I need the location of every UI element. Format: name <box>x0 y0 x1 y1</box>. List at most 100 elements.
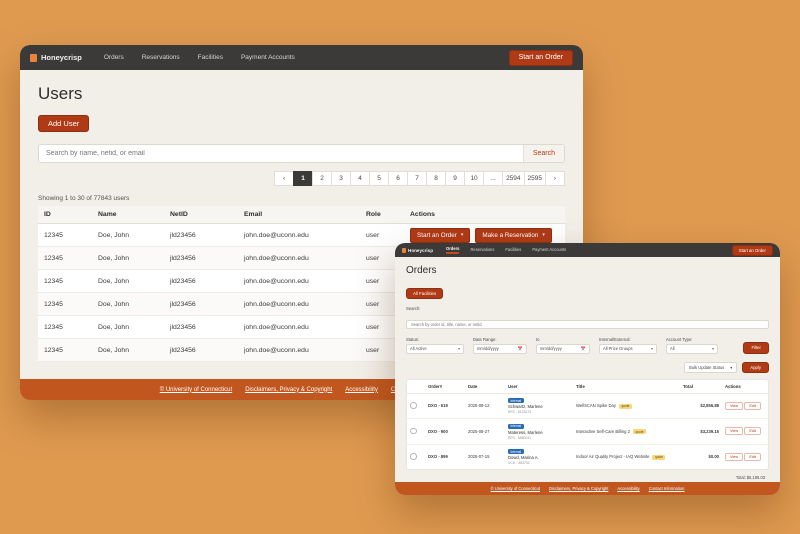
orders-search-input[interactable] <box>406 320 769 329</box>
edit-button[interactable]: Edit <box>744 427 761 436</box>
column-email: Email <box>238 206 360 224</box>
nav-item-payment-accounts[interactable]: Payment Accounts <box>532 247 567 252</box>
pagination-ellipsis: ... <box>483 171 504 186</box>
account-type-select[interactable]: All ▾ <box>666 344 718 354</box>
orders-table-header: Order# Date User Title Total Actions <box>407 379 768 394</box>
honeycrisp-logo-icon <box>402 247 406 253</box>
table-row[interactable]: DXO - 899 2025-07-15 Internal Dowd, Mari… <box>407 444 768 469</box>
nav-item-reservations[interactable]: Reservations <box>141 54 180 61</box>
table-row[interactable]: 12345 Doe, John jld23456 john.doe@uconn.… <box>38 223 565 247</box>
calendar-icon: 📅 <box>580 345 586 351</box>
row-checkbox[interactable] <box>410 427 417 434</box>
row-checkbox[interactable] <box>410 402 417 409</box>
grand-total: Total: $6,196.03 <box>735 475 765 480</box>
pagination-page-5[interactable]: 5 <box>369 171 390 186</box>
pagination-page-2[interactable]: 2 <box>312 171 333 186</box>
cell-id: 12345 <box>38 315 92 339</box>
filter-account-type: Account Type: All ▾ <box>666 337 718 354</box>
cell-role: user <box>360 246 404 270</box>
add-user-button[interactable]: Add User <box>38 115 90 132</box>
bulk-action-row: Bulk Update Status ▾ Apply <box>406 361 769 373</box>
nav-item-facilities[interactable]: Facilities <box>197 54 223 61</box>
footer-link-disclaimers[interactable]: Disclaimers, Privacy & Copyright <box>549 486 609 491</box>
user-search-row: Search <box>38 144 565 163</box>
start-an-order-button[interactable]: Start an Order <box>731 244 773 256</box>
price-group-select[interactable]: All Price Groups ▾ <box>599 344 657 354</box>
user-account: UCH - 883752 <box>508 461 530 465</box>
edit-button[interactable]: Edit <box>744 452 761 461</box>
view-button[interactable]: View <box>725 452 744 461</box>
search-input[interactable] <box>39 145 523 162</box>
orders-page: Orders All Facilities Search: Status: Al… <box>395 257 780 482</box>
table-row[interactable]: DXO - 619 2025-09-12 Internal Schwartz, … <box>407 393 768 419</box>
filter-button[interactable]: Filter <box>743 342 769 354</box>
filter-status-label: Status: <box>406 337 420 342</box>
column-id: ID <box>38 206 92 224</box>
footer-link-accessibility[interactable]: Accessibility <box>345 386 378 393</box>
orders-table-card: Order# Date User Title Total Actions DXO… <box>406 378 769 470</box>
chevron-down-icon: ▾ <box>730 364 733 370</box>
date-from-input[interactable]: mm/dd/yyyy 📅 <box>473 344 527 354</box>
cell-order-no: DXO - 619 <box>425 393 465 419</box>
cell-select[interactable] <box>407 444 425 469</box>
date-from-value: mm/dd/yyyy <box>477 346 499 352</box>
cell-name: Doe, John <box>92 223 164 247</box>
footer-link-disclaimers[interactable]: Disclaimers, Privacy & Copyright <box>245 386 333 393</box>
row-start-order-label: Start an Order <box>417 231 457 239</box>
pagination-page-8[interactable]: 8 <box>426 171 447 186</box>
cell-select[interactable] <box>407 393 425 419</box>
pagination-page-7[interactable]: 7 <box>407 171 428 186</box>
orders-nav-links: Orders Reservations Facilities Payment A… <box>446 246 566 254</box>
pagination-page-9[interactable]: 9 <box>445 171 466 186</box>
status-select[interactable]: All Active ▾ <box>406 344 464 354</box>
search-button[interactable]: Search <box>522 145 564 162</box>
filter-date-range-label: Date Range: <box>473 337 497 342</box>
chevron-down-icon: ▾ <box>457 346 460 352</box>
pagination-page-1[interactable]: 1 <box>293 171 314 186</box>
cell-netid: jld23456 <box>164 292 238 316</box>
column-date: Date <box>465 379 505 394</box>
start-an-order-button[interactable]: Start an Order <box>508 49 573 66</box>
pagination-page-2594[interactable]: 2594 <box>502 171 525 186</box>
date-to-input[interactable]: mm/dd/yyyy 📅 <box>536 344 590 354</box>
pagination-prev[interactable]: ‹ <box>274 171 295 186</box>
cell-select[interactable] <box>407 418 425 445</box>
table-row[interactable]: DXO - 900 2025-08-27 Internal Materess, … <box>407 418 768 445</box>
brand[interactable]: Honeycrisp <box>30 53 82 62</box>
cell-user: Internal Materess, Marlene RFS - 5880031 <box>505 418 573 445</box>
nav-item-reservations[interactable]: Reservations <box>470 247 495 252</box>
brand-label: Honeycrisp <box>408 247 434 253</box>
cell-email: john.doe@uconn.edu <box>238 315 360 339</box>
orders-window: Honeycrisp Orders Reservations Facilitie… <box>395 243 780 495</box>
nav-item-orders[interactable]: Orders <box>446 246 460 254</box>
all-facilities-button[interactable]: All Facilities <box>406 287 444 300</box>
pagination-page-10[interactable]: 10 <box>464 171 485 186</box>
row-checkbox[interactable] <box>410 453 417 460</box>
pagination-page-3[interactable]: 3 <box>331 171 352 186</box>
column-actions: Actions <box>722 379 768 394</box>
nav-item-facilities[interactable]: Facilities <box>505 247 522 252</box>
pagination-next[interactable]: › <box>545 171 565 186</box>
pagination-page-6[interactable]: 6 <box>388 171 409 186</box>
apply-button[interactable]: Apply <box>742 361 769 373</box>
view-button[interactable]: View <box>725 427 744 436</box>
edit-button[interactable]: Edit <box>744 401 761 410</box>
cell-name: Doe, John <box>92 292 164 316</box>
brand[interactable]: Honeycrisp <box>402 247 434 253</box>
bulk-update-status-select[interactable]: Bulk Update Status ▾ <box>684 361 738 373</box>
cell-total: $2,856.88 <box>680 393 722 419</box>
row-make-a-reservation-button[interactable]: Make a Reservation▾ <box>475 227 552 243</box>
cell-netid: jld23456 <box>164 338 238 362</box>
row-start-an-order-button[interactable]: Start an Order▾ <box>410 227 471 243</box>
footer-link-contact[interactable]: Contact Information <box>648 486 685 491</box>
footer-link-accessibility[interactable]: Accessibility <box>617 486 640 491</box>
view-button[interactable]: View <box>725 401 744 410</box>
cell-id: 12345 <box>38 338 92 362</box>
cell-name: Doe, John <box>92 315 164 339</box>
pagination-page-2595[interactable]: 2595 <box>523 171 546 186</box>
cell-email: john.doe@uconn.edu <box>238 338 360 362</box>
nav-item-payment-accounts[interactable]: Payment Accounts <box>240 54 295 61</box>
nav-item-orders[interactable]: Orders <box>103 54 124 61</box>
pagination-page-4[interactable]: 4 <box>350 171 371 186</box>
cell-netid: jld23456 <box>164 269 238 293</box>
